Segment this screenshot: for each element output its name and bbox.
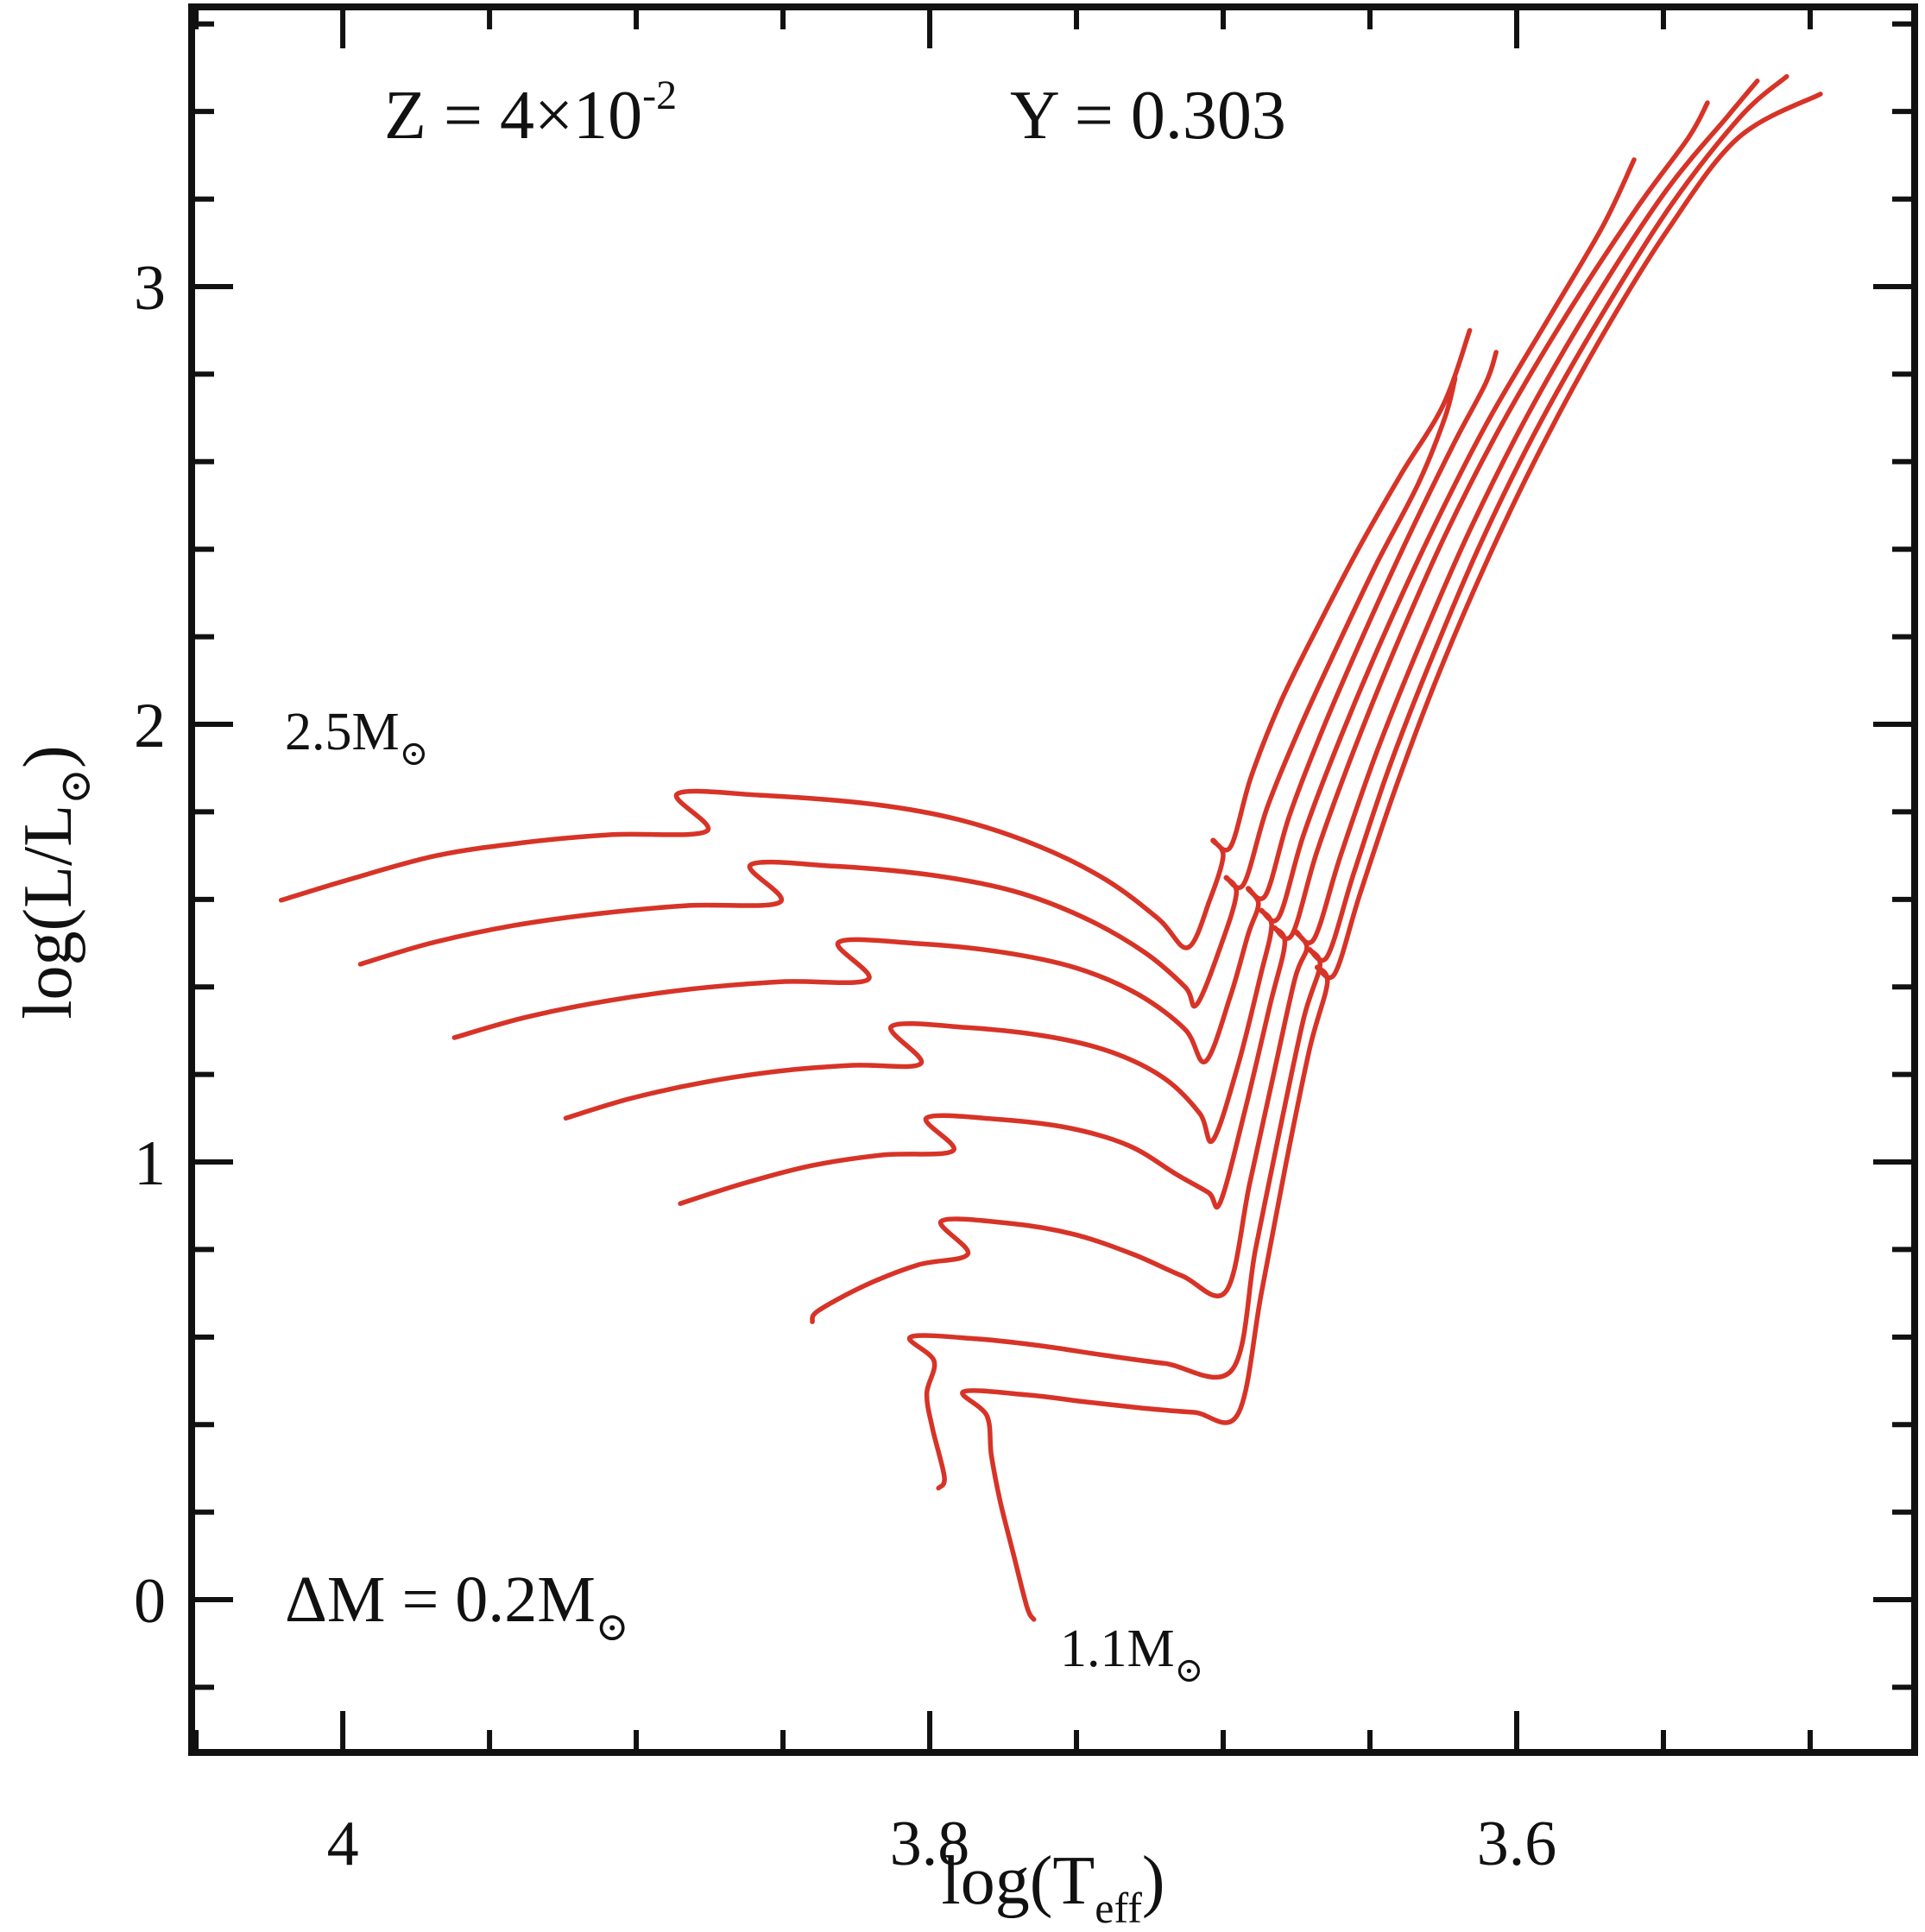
title-y: Y = 0.303: [1010, 78, 1286, 154]
x-tick-label: 3.6: [1477, 1809, 1557, 1879]
label-1p1-msun: 1.1M⊙: [1060, 1619, 1203, 1689]
x-axis-title: log(Teff): [942, 1843, 1165, 1928]
x-tick-label: 4: [327, 1809, 359, 1879]
track-1.3-msun: [906, 73, 1789, 1491]
y-tick-label: 1: [134, 1128, 166, 1199]
label-2p5-msun: 2.5M⊙: [285, 703, 428, 773]
track-1.9-msun: [563, 157, 1637, 1145]
axis-ticks: [192, 7, 1915, 1752]
track-1.5-msun: [810, 78, 1760, 1324]
x-tick-label: 3.8: [890, 1809, 970, 1879]
y-axis-title: log(L/L⊙): [10, 745, 99, 1019]
axis-tick-labels: 4 3.8 3.6 3 2 1 0: [134, 253, 1556, 1879]
evolution-tracks: [278, 73, 1823, 1622]
track-1.7-msun: [678, 100, 1710, 1210]
track-2.3-msun: [357, 376, 1458, 1009]
y-tick-label: 2: [134, 691, 166, 761]
track-2.5-msun: [278, 327, 1473, 950]
track-2.1-msun: [451, 350, 1499, 1064]
label-delta-m: ΔM = 0.2M⊙: [285, 1563, 628, 1649]
plot-frame: [188, 3, 1918, 1756]
y-tick-label: 0: [134, 1566, 166, 1637]
track-1.1-msun: [960, 92, 1823, 1622]
y-tick-label: 3: [134, 253, 166, 324]
title-z: Z = 4×10-2: [384, 73, 677, 154]
